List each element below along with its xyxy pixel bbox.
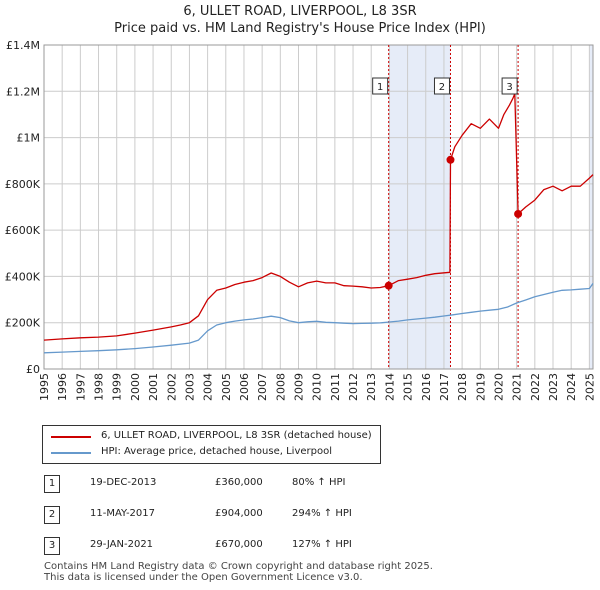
series-line-property bbox=[43, 92, 594, 341]
x-tick-label: 2006 bbox=[238, 373, 251, 401]
x-tick-label: 2016 bbox=[420, 373, 433, 401]
sale-label-box bbox=[372, 77, 389, 95]
sale-label-text: 1 bbox=[377, 82, 383, 93]
x-tick-label: 2003 bbox=[183, 373, 196, 401]
sale-price: £670,000 bbox=[215, 539, 263, 550]
x-tick-label: 2021 bbox=[511, 373, 524, 401]
legend-swatch-property bbox=[51, 436, 91, 438]
x-tick-label: 2009 bbox=[293, 373, 306, 401]
footer-copyright: Contains HM Land Registry data © Crown c… bbox=[44, 561, 433, 572]
x-tick-label: 2013 bbox=[365, 373, 378, 401]
x-tick-label: 1995 bbox=[38, 373, 51, 401]
sale-label-text: 3 bbox=[506, 82, 512, 93]
x-tick-label: 2019 bbox=[474, 373, 487, 401]
x-tick-label: 2025 bbox=[583, 373, 596, 401]
y-tick-label: £600K bbox=[5, 224, 41, 237]
y-tick-label: £0 bbox=[26, 363, 40, 376]
x-tick-label: 2018 bbox=[456, 373, 469, 401]
x-tick-label: 2015 bbox=[402, 373, 415, 401]
series-line-hpi bbox=[43, 283, 594, 354]
x-tick-label: 1997 bbox=[74, 373, 87, 401]
x-tick-label: 2024 bbox=[565, 373, 578, 401]
x-tick-label: 2004 bbox=[202, 373, 215, 401]
sale-label-box bbox=[433, 77, 450, 95]
sale-point bbox=[514, 209, 523, 218]
sale-row: 3 29-JAN-2021 £670,000 127% ↑ HPI bbox=[0, 537, 600, 557]
y-tick-label: £200K bbox=[5, 317, 41, 330]
shaded-span bbox=[388, 45, 451, 369]
price-chart: £0 £200K £400K £600K £800K £1M £1.2M £1.4M 1995 1… bbox=[5, 39, 597, 401]
x-tick-label: 1998 bbox=[93, 373, 106, 401]
x-tick-label: 2014 bbox=[383, 373, 396, 401]
legend-label-property: 6, ULLET ROAD, LIVERPOOL, L8 3SR (detach… bbox=[101, 430, 372, 441]
y-tick-label: £1.4M bbox=[6, 39, 40, 52]
sale-marker-box: 2 bbox=[44, 506, 60, 524]
sale-point bbox=[446, 155, 455, 164]
x-tick-label: 2005 bbox=[220, 373, 233, 401]
legend-swatch-hpi bbox=[51, 452, 91, 454]
chart-subtitle: Price paid vs. HM Land Registry's House … bbox=[114, 21, 486, 36]
plot-frame bbox=[43, 44, 594, 370]
shaded-span bbox=[589, 45, 593, 369]
sale-row: 1 19-DEC-2013 £360,000 80% ↑ HPI bbox=[0, 475, 600, 495]
x-tick-label: 2010 bbox=[311, 373, 324, 401]
y-tick-label: £800K bbox=[5, 178, 41, 191]
x-tick-label: 1996 bbox=[56, 373, 69, 401]
x-tick-label: 2012 bbox=[347, 373, 360, 401]
y-tick-label: £400K bbox=[5, 270, 41, 283]
x-tick-label: 2023 bbox=[547, 373, 560, 401]
sale-date: 29-JAN-2021 bbox=[90, 539, 154, 550]
x-tick-label: 2011 bbox=[329, 373, 342, 401]
x-tick-label: 2020 bbox=[492, 373, 505, 401]
y-tick-label: £1.2M bbox=[6, 85, 40, 98]
x-tick-label: 2008 bbox=[274, 373, 287, 401]
sale-row: 2 11-MAY-2017 £904,000 294% ↑ HPI bbox=[0, 506, 600, 526]
legend-label-hpi: HPI: Average price, detached house, Live… bbox=[101, 446, 333, 457]
sale-marker-box: 3 bbox=[44, 537, 60, 555]
x-tick-label: 2000 bbox=[129, 373, 142, 401]
sale-date: 19-DEC-2013 bbox=[90, 477, 157, 488]
footer-licence: This data is licensed under the Open Gov… bbox=[44, 572, 363, 583]
legend: 6, ULLET ROAD, LIVERPOOL, L8 3SR (detach… bbox=[42, 425, 381, 464]
x-tick-label: 2007 bbox=[256, 373, 269, 401]
sale-price: £360,000 bbox=[215, 477, 263, 488]
sale-price: £904,000 bbox=[215, 508, 263, 519]
sale-hpi-change: 127% ↑ HPI bbox=[292, 539, 352, 550]
y-tick-label: £1M bbox=[17, 132, 41, 145]
chart-title: 6, ULLET ROAD, LIVERPOOL, L8 3SR bbox=[183, 4, 417, 19]
sale-point bbox=[384, 281, 393, 290]
x-tick-label: 2002 bbox=[165, 373, 178, 401]
x-tick-label: 1999 bbox=[111, 373, 124, 401]
sale-hpi-change: 294% ↑ HPI bbox=[292, 508, 352, 519]
sale-date: 11-MAY-2017 bbox=[90, 508, 156, 519]
footer: Contains HM Land Registry data © Crown c… bbox=[44, 561, 433, 583]
x-tick-label: 2001 bbox=[147, 373, 160, 401]
sale-label-text: 2 bbox=[439, 82, 445, 93]
sale-hpi-change: 80% ↑ HPI bbox=[292, 477, 346, 488]
x-tick-label: 2022 bbox=[529, 373, 542, 401]
sale-marker-box: 1 bbox=[44, 475, 60, 493]
sale-label-box bbox=[501, 77, 518, 95]
x-tick-label: 2017 bbox=[438, 373, 451, 401]
